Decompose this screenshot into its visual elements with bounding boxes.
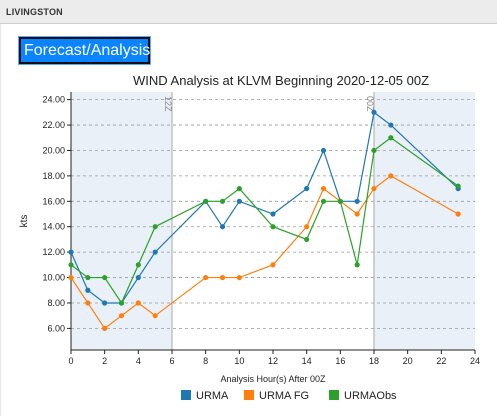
marker-label-00Z: 00Z	[365, 96, 375, 112]
point-urma-fg-8	[203, 274, 209, 281]
y-tick-label-22: 22.00	[42, 120, 65, 130]
point-urma-fg-2	[102, 325, 108, 331]
point-urma-2	[102, 300, 108, 306]
chart-title: WIND Analysis at KLVM Beginning 2020-12-…	[133, 73, 429, 88]
point-urmaobs-1	[85, 274, 91, 281]
y-tick-label-16: 16.00	[42, 196, 65, 206]
x-tick-label-20: 20	[403, 356, 413, 366]
point-urma-fg-19	[388, 173, 394, 179]
point-urma-1	[85, 287, 91, 293]
legend-label-urma-fg: URMA FG	[259, 390, 309, 402]
y-tick-label-24: 24.00	[42, 95, 65, 105]
point-urma-5	[152, 249, 158, 255]
point-urma-fg-10	[236, 274, 242, 281]
point-urma-fg-0	[68, 274, 74, 281]
point-urmaobs-3	[118, 300, 125, 306]
point-urma-fg-15	[320, 185, 327, 192]
shaded-period-0	[71, 92, 172, 350]
x-tick-label-8: 8	[203, 356, 208, 366]
location-title: LIVINGSTON	[6, 7, 63, 17]
x-tick-label-16: 16	[335, 356, 345, 366]
point-urma-17	[354, 198, 360, 204]
legend-label-urma: URMA	[196, 390, 229, 402]
point-urmaobs-9	[219, 198, 226, 204]
point-urmaobs-19	[388, 135, 394, 141]
marker-label-12Z: 12Z	[163, 96, 173, 112]
x-tick-label-22: 22	[436, 356, 446, 366]
point-urma-fg-18	[371, 185, 377, 192]
point-urma-fg-9	[219, 274, 226, 281]
point-urmaobs-12	[270, 224, 276, 230]
point-urmaobs-15	[320, 198, 327, 204]
point-urma-fg-5	[152, 313, 158, 319]
y-tick-label-6: 6.00	[47, 323, 65, 333]
point-urma-fg-17	[354, 211, 360, 217]
y-tick-label-8: 8.00	[47, 298, 65, 308]
point-urma-14	[304, 185, 310, 192]
point-urma-9	[219, 224, 226, 230]
y-tick-label-10: 10.00	[42, 273, 65, 283]
legend-swatch-urmaobs	[329, 390, 339, 400]
x-tick-label-10: 10	[234, 356, 244, 366]
y-tick-label-14: 14.00	[42, 222, 65, 232]
point-urmaobs-14	[304, 236, 310, 243]
x-tick-label-12: 12	[268, 356, 278, 366]
point-urmaobs-4	[135, 262, 141, 268]
point-urma-19	[388, 122, 394, 128]
x-tick-label-18: 18	[369, 356, 379, 366]
point-urma-10	[236, 198, 242, 204]
point-urmaobs-23	[455, 183, 461, 189]
legend-swatch-urma	[181, 390, 191, 400]
x-tick-label-14: 14	[302, 356, 312, 366]
point-urma-0	[68, 249, 74, 255]
point-urmaobs-5	[152, 224, 158, 230]
point-urma-4	[135, 274, 141, 281]
legend-label-urmaobs: URMAObs	[344, 390, 397, 402]
point-urmaobs-18	[371, 147, 377, 154]
x-tick-label-0: 0	[68, 356, 73, 366]
point-urma-fg-23	[455, 211, 461, 217]
point-urmaobs-17	[354, 262, 360, 268]
point-urmaobs-2	[102, 274, 108, 281]
x-tick-label-4: 4	[136, 356, 141, 366]
y-axis-label: kts	[19, 215, 30, 228]
point-urmaobs-8	[203, 198, 209, 204]
point-urmaobs-0	[68, 262, 74, 268]
point-urma-18	[371, 109, 377, 115]
point-urmaobs-16	[337, 198, 343, 204]
forecast-analysis-tab[interactable]: Forecast/Analysis	[18, 36, 151, 65]
point-urma-fg-14	[304, 224, 310, 230]
point-urma-15	[320, 147, 327, 154]
point-urma-fg-4	[135, 300, 141, 306]
x-tick-label-2: 2	[102, 356, 107, 366]
point-urma-fg-3	[118, 313, 125, 319]
y-tick-label-20: 20.00	[42, 145, 65, 155]
x-tick-label-24: 24	[470, 356, 480, 366]
x-tick-label-6: 6	[169, 356, 174, 366]
point-urmaobs-10	[236, 185, 242, 192]
point-urma-fg-12	[270, 262, 276, 268]
point-urma-fg-1	[85, 300, 91, 306]
location-header-bar: LIVINGSTON	[0, 0, 497, 24]
legend-swatch-urma-fg	[244, 390, 254, 400]
x-axis-label: Analysis Hour(s) After 00Z	[220, 374, 326, 384]
shaded-period-1	[374, 92, 475, 350]
y-tick-label-18: 18.00	[42, 171, 65, 181]
point-urma-12	[270, 211, 276, 217]
y-tick-label-12: 12.00	[42, 247, 65, 257]
